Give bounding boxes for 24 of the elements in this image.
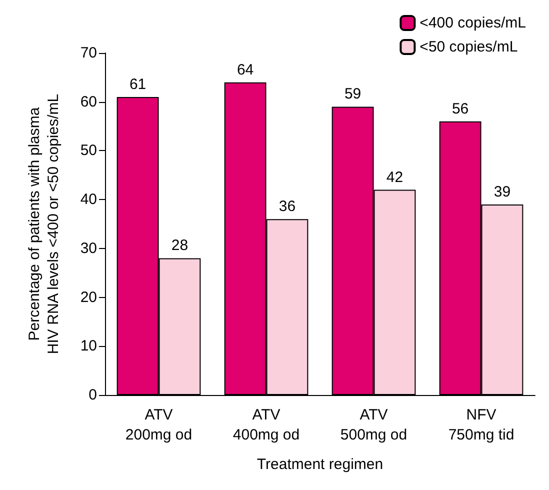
x-tick-label: ATV 400mg od xyxy=(232,406,300,444)
y-tick-label: 50 xyxy=(80,142,97,160)
data-label: 61 xyxy=(129,76,146,93)
y-axis-title: Percentage of patients with plasma HIV RNA levels <400 or <50 copies/mL xyxy=(26,94,62,354)
x-tick-label: NFV 750mg tid xyxy=(448,406,514,444)
legend-label: <50 copies/mL xyxy=(420,38,518,56)
data-label: 59 xyxy=(344,86,362,103)
data-label: 36 xyxy=(278,198,296,216)
y-tick-label: 70 xyxy=(80,44,97,62)
data-label: 39 xyxy=(494,183,511,200)
y-tick-label: 10 xyxy=(80,338,97,355)
x-tick-label: ATV 200mg od xyxy=(125,406,192,444)
legend-label: <400 copies/mL xyxy=(420,14,526,32)
y-tick-label: 60 xyxy=(80,93,97,110)
y-tick-label: 0 xyxy=(88,386,97,404)
data-label: 42 xyxy=(386,168,404,186)
x-axis-title: Treatment regimen xyxy=(256,456,384,473)
y-tick-label: 40 xyxy=(80,191,97,208)
x-tick-label: ATV 500mg od xyxy=(340,406,408,444)
y-tick-label: 20 xyxy=(80,288,97,306)
data-label: 28 xyxy=(171,237,188,254)
data-label: 56 xyxy=(452,100,469,118)
y-tick-label: 30 xyxy=(80,240,97,257)
data-label: 64 xyxy=(236,61,254,78)
